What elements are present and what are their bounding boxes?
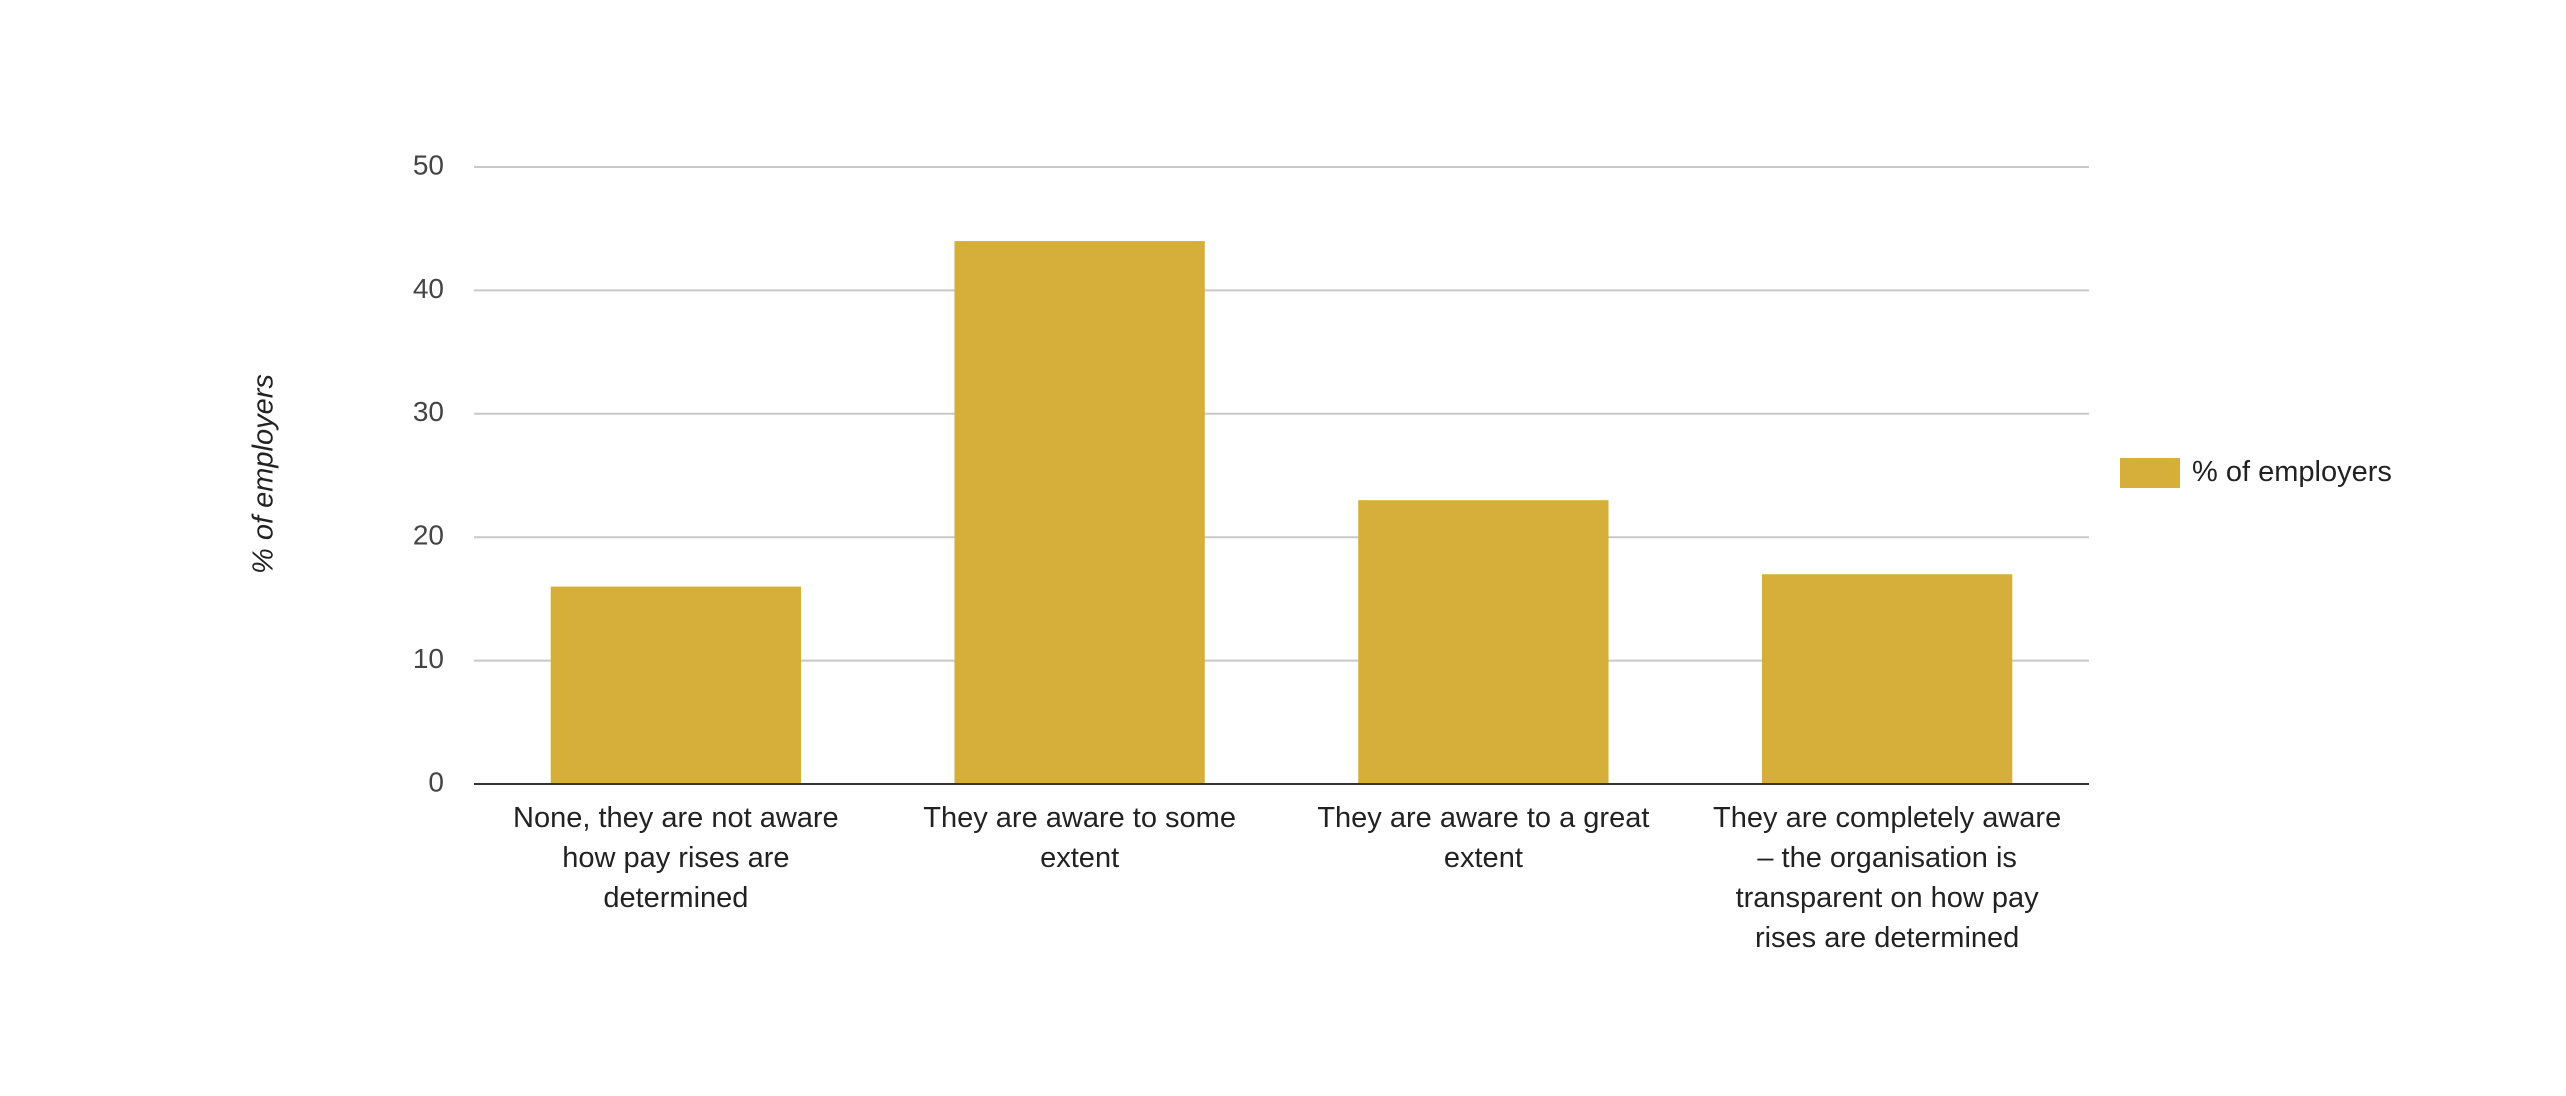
legend-swatch [2120, 457, 2180, 488]
x-tick-label: None, they are not aware how pay rises a… [513, 802, 839, 914]
bar [550, 586, 802, 784]
legend-label: % of employers [2192, 456, 2392, 488]
x-tick-label: They are completely aware – the organisa… [1713, 802, 2062, 954]
y-tick-label: 0 [428, 766, 444, 797]
legend-item: % of employers [2120, 456, 2392, 489]
y-tick-label: 40 [413, 273, 444, 304]
x-tick-label: They are aware to some extent [923, 802, 1236, 874]
y-tick-label: 10 [413, 643, 444, 674]
y-tick-label: 50 [413, 149, 444, 180]
y-tick-label: 30 [413, 396, 444, 427]
bar [954, 241, 1205, 785]
bar [1358, 500, 1609, 784]
bar [1761, 574, 2013, 784]
y-tick-label: 20 [413, 520, 444, 551]
x-tick-label: They are aware to a great extent [1317, 802, 1650, 874]
y-axis-title: % of employers [248, 374, 280, 574]
